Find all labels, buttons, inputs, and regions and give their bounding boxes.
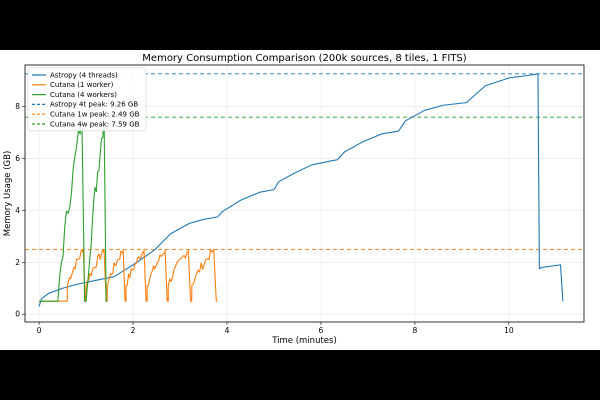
axis-ticks: 0 2 4 6 8 10 0 2 4 6 8 [15,102,514,335]
y-tick-label: 6 [15,154,20,163]
y-tick-label: 8 [15,102,20,111]
x-tick-label: 0 [37,326,42,335]
x-tick-label: 6 [319,326,324,335]
y-axis-title: Memory Usage (GB) [3,151,13,237]
x-tick-label: 2 [131,326,136,335]
legend-label: Astropy 4t peak: 9.26 GB [50,101,138,109]
cutana-1-worker-line [39,249,218,302]
x-tick-label: 10 [504,326,514,335]
series-lines [38,73,564,307]
legend-box [27,67,147,132]
chart-title: Memory Consumption Comparison (200k sour… [142,53,466,64]
x-axis-title: Time (minutes) [271,336,337,346]
y-tick-label: 0 [15,310,20,319]
memory-chart: 0 2 4 6 8 10 0 2 4 6 8 Memory Consumption Comparis… [3,53,585,346]
legend-label: Astropy (4 threads) [50,71,118,79]
legend-label: Cutana 1w peak: 2.49 GB [50,111,140,119]
legend-label: Cutana (4 workers) [50,91,117,99]
x-tick-label: 4 [225,326,230,335]
cutana-4-workers-line [39,116,108,302]
plot-area-border [24,64,585,323]
y-tick-label: 2 [15,258,20,267]
legend-label: Cutana (1 worker) [50,81,114,89]
legend-label: Cutana 4w peak: 7.59 GB [50,120,140,128]
legend: Astropy (4 threads) Cutana (1 worker) Cuta… [27,67,147,132]
figure: 0 2 4 6 8 10 0 2 4 6 8 Memory Consumption Comparis… [0,50,600,350]
y-tick-label: 4 [15,206,20,215]
x-tick-label: 8 [413,326,418,335]
